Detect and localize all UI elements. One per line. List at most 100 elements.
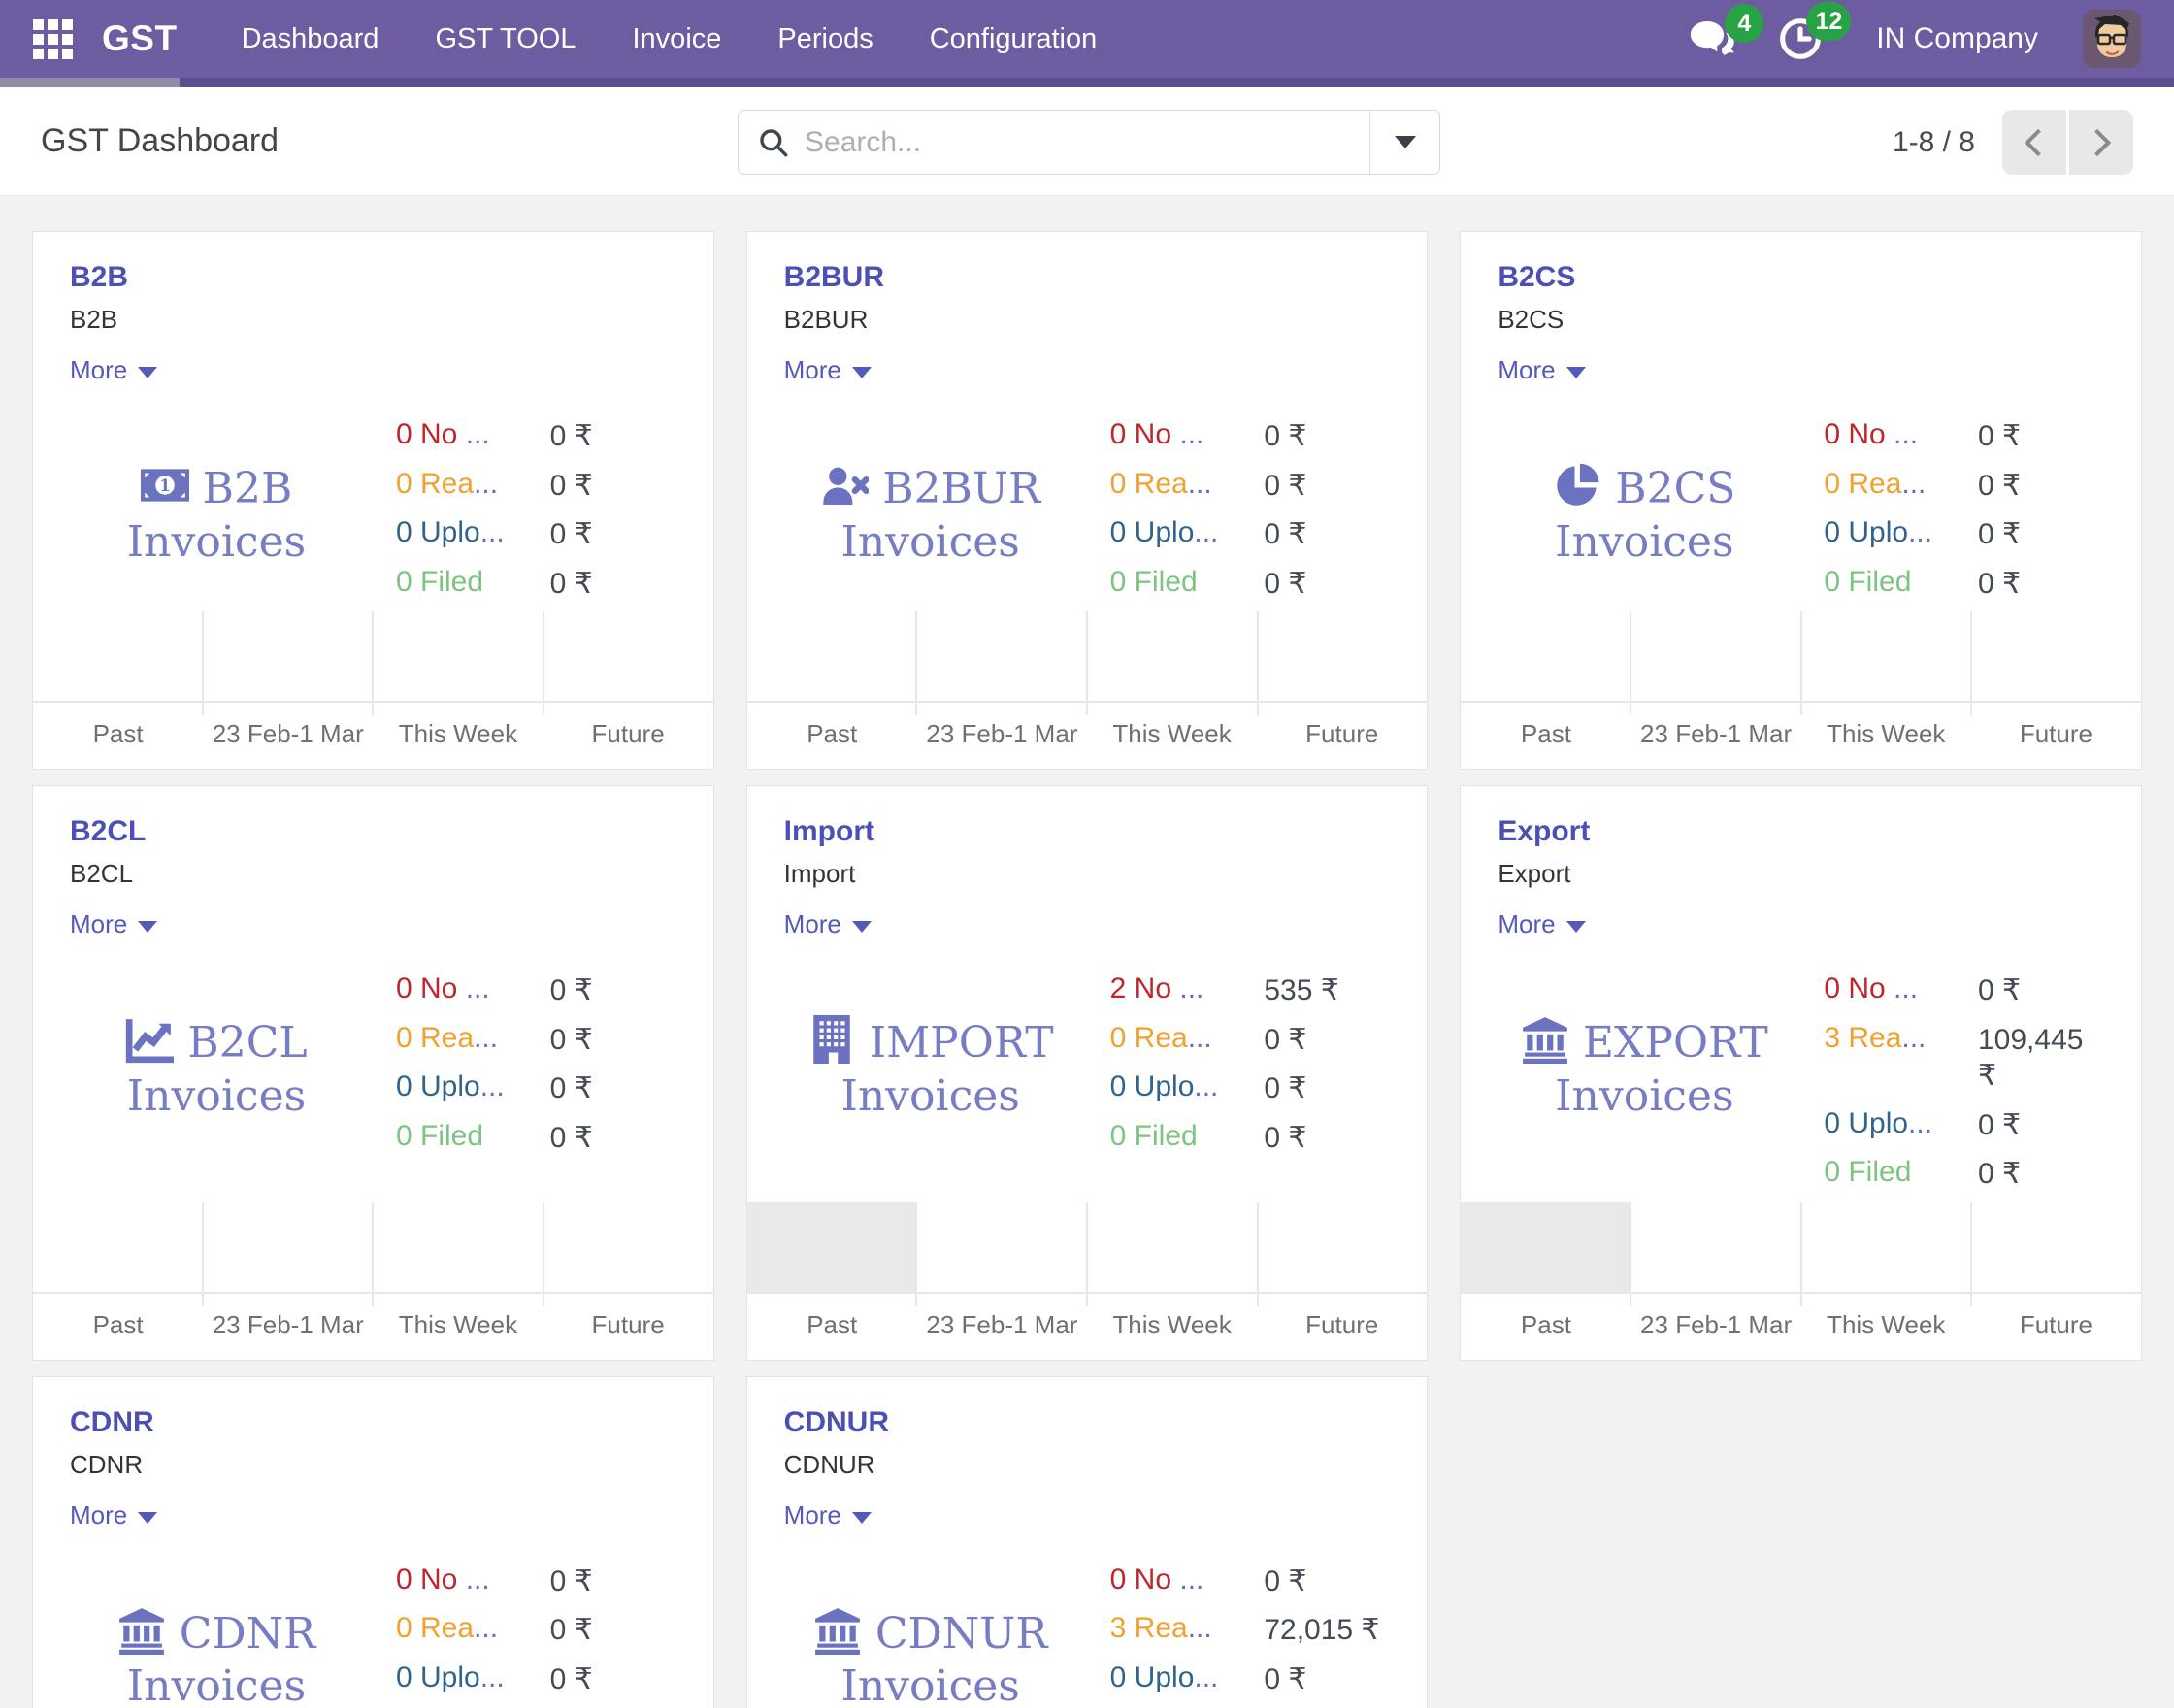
status-filter-link[interactable]: 3 Rea... [1109, 1612, 1212, 1644]
status-filter-link[interactable]: 0 Rea... [1824, 467, 1927, 500]
card-more-toggle[interactable]: More [70, 1500, 158, 1530]
invoice-type-link[interactable]: B2CL Invoices [62, 1015, 371, 1123]
invoice-type-link[interactable]: B2BUR Invoices [776, 461, 1085, 569]
axis-tick [1802, 1293, 1973, 1306]
status-filter-link[interactable]: 0 No ... [396, 418, 490, 450]
menu-item-configuration[interactable]: Configuration [929, 22, 1098, 54]
status-row: 0 Filed 0 ₹ [1110, 566, 1393, 603]
card-mini-chart: Past 23 Feb-1 Mar This Week Future [1461, 1201, 2141, 1360]
invoice-type-link[interactable]: IMPORT Invoices [776, 1015, 1085, 1123]
axis-label: This Week [398, 719, 518, 748]
status-filter-link[interactable]: 0 Filed [1109, 1119, 1198, 1152]
status-filter-link[interactable]: 0 Uplo... [396, 1070, 505, 1102]
card-title-link[interactable]: B2BUR [783, 261, 885, 293]
status-filter-link[interactable]: 3 Rea... [1824, 1021, 1927, 1054]
messages-icon[interactable]: 4 [1690, 4, 1764, 58]
status-filter-link[interactable]: 0 No ... [1824, 418, 1919, 450]
status-filter-link[interactable]: 0 Rea... [396, 1612, 499, 1644]
status-filter-link[interactable]: 0 Filed [1109, 565, 1198, 598]
card-title-link[interactable]: CDNUR [783, 1405, 889, 1438]
truncation-ellipsis: ... [1894, 972, 1919, 1004]
pager-prev-button[interactable] [2002, 110, 2066, 175]
chevron-down-icon [138, 921, 158, 933]
status-filter-link[interactable]: 0 No ... [1824, 972, 1919, 1004]
status-filter-link[interactable]: 0 Rea... [1109, 467, 1212, 500]
menu-item-gst-tool[interactable]: GST TOOL [435, 22, 576, 54]
card-subtitle: B2CS [1498, 305, 1565, 334]
status-filter-link[interactable]: 0 Uplo... [396, 1660, 505, 1693]
status-filter-link[interactable]: 0 Filed [1824, 1156, 1912, 1188]
status-filter-link[interactable]: 0 No ... [1109, 418, 1204, 450]
card-main: CDNR Invoices 0 No ... 0 ₹0 Rea... 0 ₹0 Up… [33, 1563, 713, 1708]
status-row: 0 Rea... 0 ₹ [1824, 468, 2106, 505]
card-title-link[interactable]: B2CS [1498, 261, 1576, 293]
axis-label: Future [2019, 1309, 2092, 1339]
user-avatar[interactable] [2083, 10, 2141, 68]
status-amount: 0 ₹ [549, 974, 593, 1006]
invoice-type-link[interactable]: 1 B2B Invoices [62, 461, 371, 569]
status-filter-link[interactable]: 0 Uplo... [1824, 516, 1933, 548]
card-more-toggle[interactable]: More [784, 355, 872, 385]
more-label: More [70, 909, 128, 938]
pager-next-button[interactable] [2069, 110, 2133, 175]
card-more-toggle[interactable]: More [1498, 355, 1586, 385]
card-title-link[interactable]: B2B [70, 261, 129, 293]
kanban-card: CDNUR CDNUR More CDNUR Invoices 0 No ...… [745, 1375, 1429, 1708]
card-title-link[interactable]: B2CL [70, 815, 147, 847]
status-filter-link[interactable]: 0 Filed [396, 565, 484, 598]
card-more-toggle[interactable]: More [1498, 909, 1586, 939]
card-title-link[interactable]: Import [783, 815, 874, 847]
activities-icon[interactable]: 12 [1779, 2, 1852, 60]
card-more-toggle[interactable]: More [70, 909, 158, 939]
status-filter-link[interactable]: 0 Uplo... [1824, 1106, 1933, 1139]
card-mini-chart: Past 23 Feb-1 Mar This Week Future [746, 1201, 1428, 1360]
navbar-substrip [0, 78, 2174, 87]
menu-item-invoice[interactable]: Invoice [632, 22, 722, 54]
more-label: More [783, 909, 841, 938]
status-filter-link[interactable]: 0 Uplo... [396, 516, 505, 548]
invoice-type-link[interactable]: CDNUR Invoices [776, 1606, 1085, 1708]
axis-label: This Week [1827, 1309, 1946, 1339]
status-row: 0 Uplo... 0 ₹ [396, 1661, 678, 1698]
line-chart-icon [125, 1018, 187, 1068]
brand-link[interactable]: GST [102, 18, 178, 58]
axis-tick [1802, 703, 1973, 715]
axis-tick [374, 1293, 545, 1306]
chevron-left-icon [2024, 128, 2053, 156]
card-title-link[interactable]: Export [1498, 815, 1591, 847]
card-title-link[interactable]: CDNR [70, 1405, 154, 1438]
invoice-type-link[interactable]: CDNR Invoices [62, 1606, 371, 1708]
status-row: 0 Uplo... 0 ₹ [1824, 516, 2106, 553]
axis-label: This Week [1112, 719, 1232, 748]
status-filter-link[interactable]: 2 No ... [1109, 972, 1204, 1004]
invoice-type-link[interactable]: EXPORT Invoices [1490, 1015, 1798, 1123]
apps-grid-icon[interactable] [33, 18, 73, 59]
card-more-toggle[interactable]: More [784, 1500, 872, 1530]
company-menu[interactable]: IN Company [1876, 22, 2038, 54]
status-filter-link[interactable]: 0 Rea... [1109, 1021, 1212, 1054]
invoice-type-link[interactable]: B2CS Invoices [1490, 461, 1798, 569]
status-filter-link[interactable]: 0 Uplo... [1109, 516, 1219, 548]
status-amount: 0 ₹ [1264, 1121, 1307, 1154]
menu-item-periods[interactable]: Periods [777, 22, 873, 54]
status-filter-link[interactable]: 0 Uplo... [1109, 1660, 1219, 1693]
status-filter-link[interactable]: 0 No ... [396, 1562, 490, 1595]
status-filter-link[interactable]: 0 No ... [1109, 1562, 1204, 1595]
status-row: 0 Rea... 0 ₹ [396, 1022, 678, 1059]
card-more-toggle[interactable]: More [70, 355, 158, 385]
pager-range: 1-8 / 8 [1892, 125, 1975, 158]
status-amount: 0 ₹ [549, 1023, 593, 1056]
status-filter-link[interactable]: 0 Rea... [396, 467, 499, 500]
card-more-toggle[interactable]: More [784, 909, 872, 939]
status-filter-link[interactable]: 0 Rea... [396, 1021, 499, 1054]
status-row: 0 Uplo... 0 ₹ [1110, 1661, 1393, 1698]
status-row: 0 Rea... 0 ₹ [396, 468, 678, 505]
status-filter-link[interactable]: 0 Filed [396, 1119, 484, 1152]
menu-item-dashboard[interactable]: Dashboard [241, 22, 379, 54]
search-input[interactable] [805, 111, 1369, 174]
status-filter-link[interactable]: 0 Uplo... [1109, 1070, 1219, 1102]
status-filter-link[interactable]: 0 No ... [396, 972, 490, 1004]
status-filter-link[interactable]: 0 Filed [1824, 565, 1912, 598]
axis-tick [1259, 1294, 1428, 1306]
search-filters-toggle[interactable] [1369, 111, 1439, 174]
